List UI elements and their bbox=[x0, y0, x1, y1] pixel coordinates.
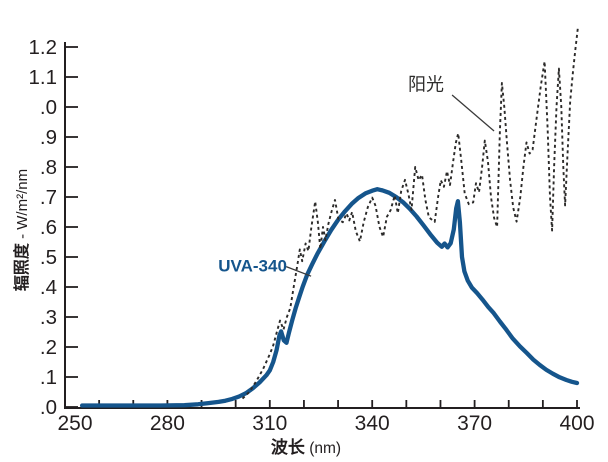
sun-leader-line bbox=[451, 94, 495, 132]
y-tick-label: .5 bbox=[40, 246, 57, 269]
y-tick-label: .0 bbox=[40, 396, 57, 419]
sun-label: 阳光 bbox=[408, 75, 444, 95]
y-axis-title-cjk: 辐照度 bbox=[12, 242, 31, 291]
y-axis-title: 辐照度 - W/m²/nm bbox=[12, 169, 31, 291]
x-tick-label: 250 bbox=[57, 412, 92, 435]
y-tick-label: 1.1 bbox=[29, 66, 58, 89]
y-tick-label: .7 bbox=[40, 186, 57, 209]
uva340-leader-line bbox=[285, 265, 312, 277]
y-tick-label: .8 bbox=[40, 156, 57, 179]
y-tick-label: 1.2 bbox=[29, 36, 58, 59]
x-tick-label: 370 bbox=[457, 412, 492, 435]
uva340-label: UVA-340 bbox=[218, 256, 287, 275]
y-tick-label: .3 bbox=[40, 306, 57, 329]
uva340-curve bbox=[79, 187, 580, 408]
x-axis-title-unit: (nm) bbox=[305, 440, 341, 457]
x-axis-title-cjk: 波长 bbox=[271, 437, 306, 457]
y-tick-label: .9 bbox=[40, 126, 57, 149]
y-tick-label: .2 bbox=[40, 336, 57, 359]
x-tick-label: 310 bbox=[252, 412, 287, 435]
x-tick-label: 280 bbox=[150, 412, 185, 435]
y-tick-label: .0 bbox=[40, 96, 57, 119]
x-tick-label: 340 bbox=[355, 412, 390, 435]
x-tick-label: 400 bbox=[559, 412, 594, 435]
y-tick-label: .6 bbox=[40, 216, 57, 239]
sunlight-curve bbox=[241, 26, 579, 400]
y-tick-label: .1 bbox=[40, 366, 57, 389]
x-axis-title: 波长 (nm) bbox=[271, 437, 341, 457]
y-tick-label: .4 bbox=[40, 276, 57, 299]
y-axis-title-unit: - W/m²/nm bbox=[14, 169, 31, 243]
